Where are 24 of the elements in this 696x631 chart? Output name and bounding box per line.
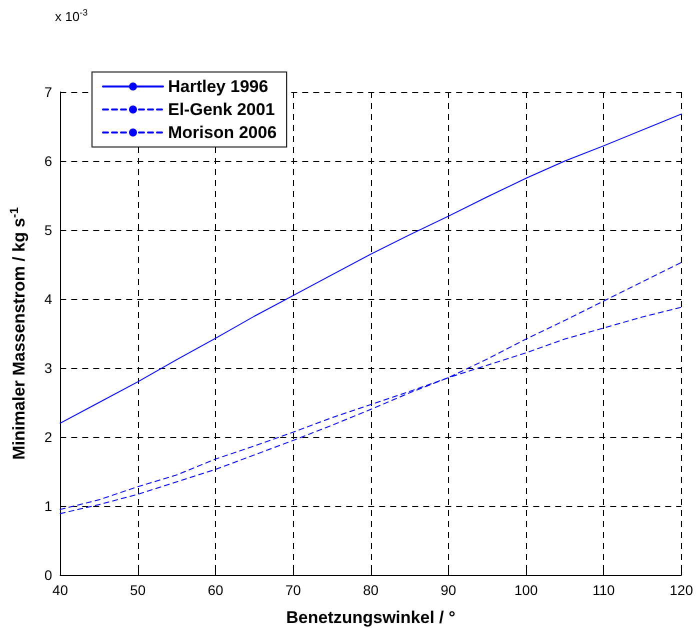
x-axis-title: Benetzungswinkel / ° xyxy=(286,608,456,627)
x-tick-label: 60 xyxy=(208,582,224,598)
y-tick-label: 4 xyxy=(44,291,52,307)
x-tick-label: 100 xyxy=(514,582,538,598)
y-tick-label: 5 xyxy=(44,222,52,238)
x-tick-label: 90 xyxy=(440,582,456,598)
y-tick-label: 0 xyxy=(44,567,52,583)
x-tick-label: 50 xyxy=(130,582,146,598)
line-series xyxy=(60,114,682,424)
y-tick-label: 6 xyxy=(44,153,52,169)
y-tick-label: 2 xyxy=(44,429,52,445)
x-tick-label: 120 xyxy=(670,582,694,598)
y-axis-title: Minimaler Massenstrom / kg s-1 xyxy=(7,206,29,460)
y-tick-label: 7 xyxy=(44,84,52,100)
legend-label: Morison 2006 xyxy=(168,123,277,142)
legend-label: El-Genk 2001 xyxy=(168,100,275,119)
y-tick-label: 3 xyxy=(44,360,52,376)
legend-label: Hartley 1996 xyxy=(168,77,268,96)
line-series xyxy=(60,262,682,514)
x-tick-label: 40 xyxy=(52,582,68,598)
x-tick-label: 70 xyxy=(285,582,302,598)
y-tick-label: 1 xyxy=(44,498,52,514)
x-tick-label: 80 xyxy=(362,582,379,598)
x-tick-label: 110 xyxy=(592,582,616,598)
